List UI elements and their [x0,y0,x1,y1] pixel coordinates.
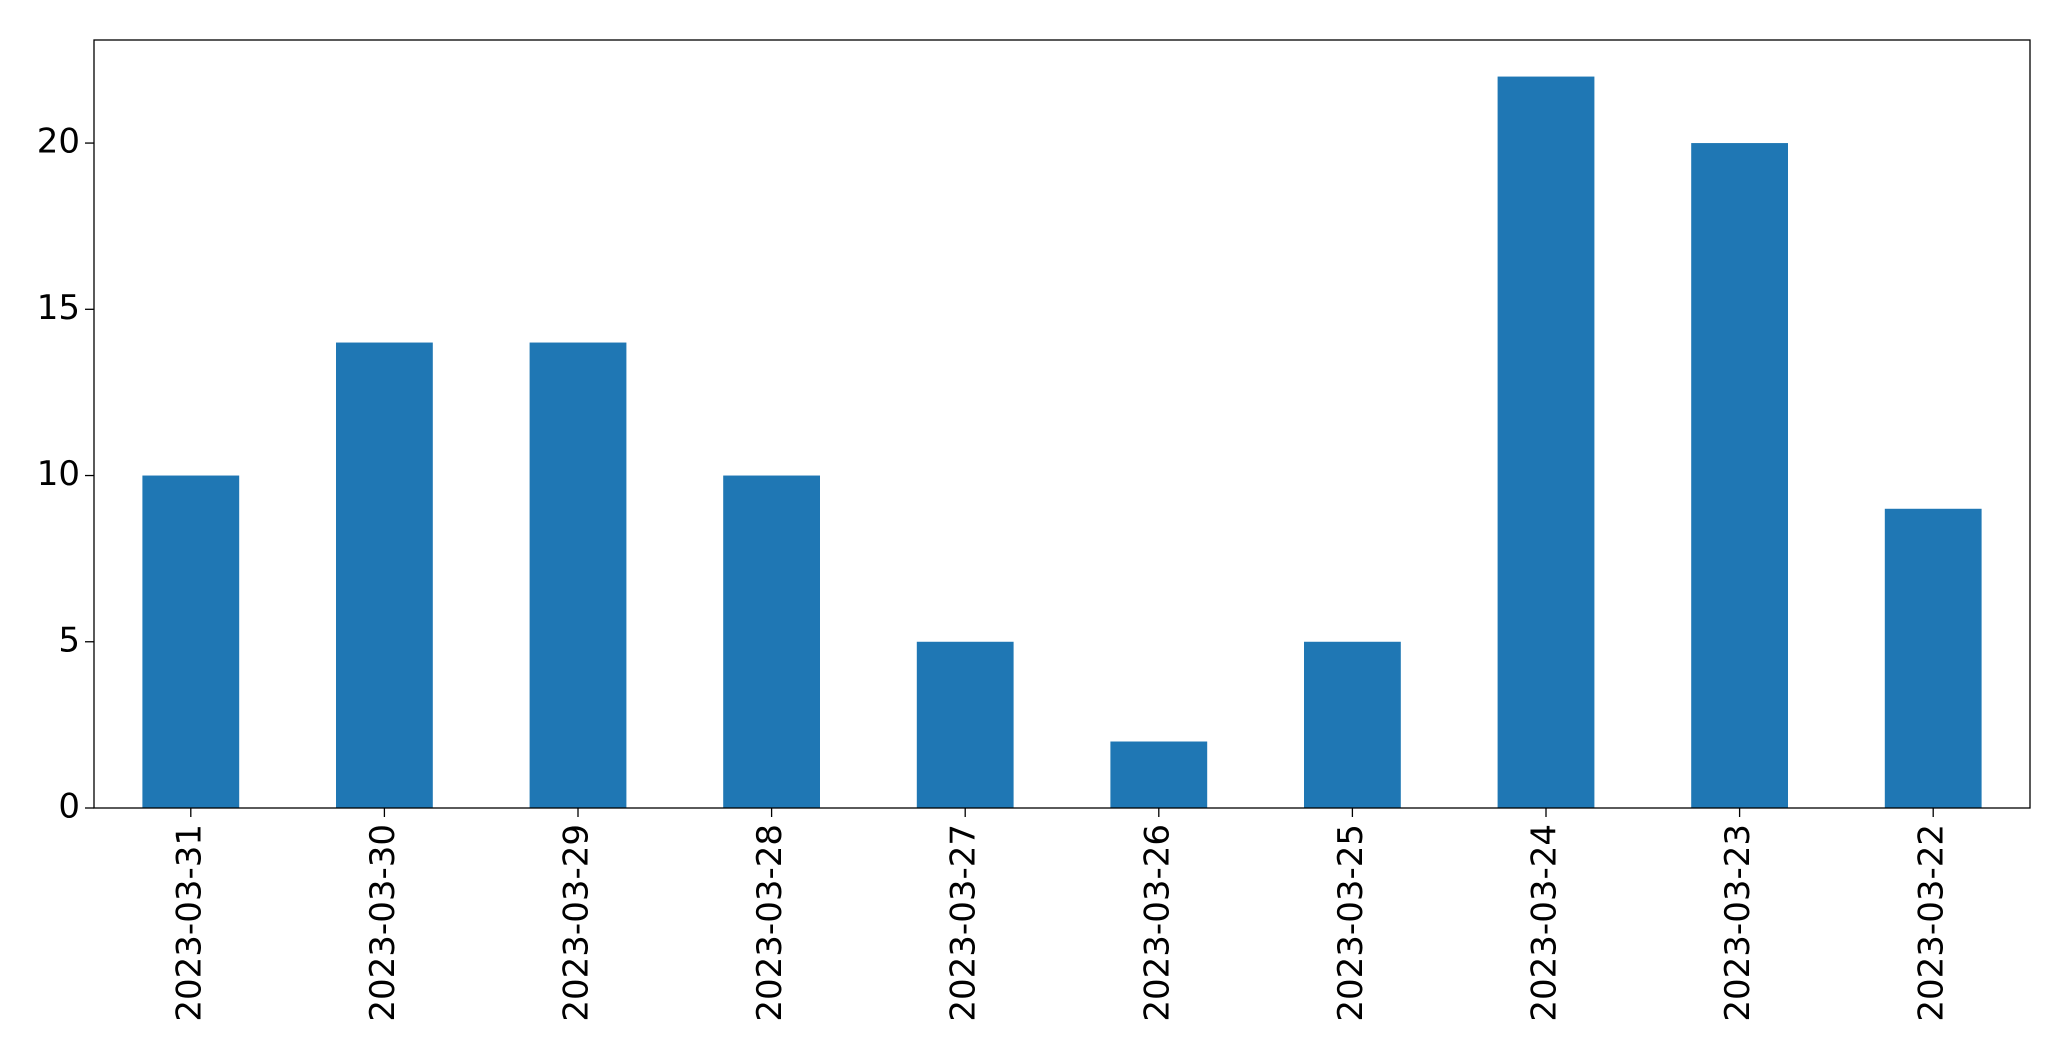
y-tick-label: 10 [37,454,80,494]
bar [916,641,1014,808]
bar [529,342,627,808]
bar [1110,741,1208,808]
y-tick-label: 0 [58,787,80,827]
x-tick-label: 2023-03-25 [1331,824,1371,1022]
y-tick-label: 20 [37,122,80,162]
bar [1497,76,1595,809]
x-tick-label: 2023-03-31 [169,824,209,1022]
bar [142,475,240,808]
x-tick-label: 2023-03-28 [750,824,790,1022]
bar [1884,508,1982,808]
x-tick-label: 2023-03-29 [557,824,597,1022]
plot-frame [93,39,2031,809]
y-tick-label: 5 [58,620,80,660]
x-tick-label: 2023-03-22 [1912,824,1952,1022]
x-tick-label: 2023-03-23 [1718,824,1758,1022]
bar [1304,641,1401,808]
bar [723,475,820,808]
x-tick-label: 2023-03-26 [1137,824,1177,1022]
bar [1691,143,1788,808]
y-tick-label: 15 [37,288,80,328]
x-tick-label: 2023-03-27 [944,824,984,1022]
bar [336,342,433,808]
x-tick-label: 2023-03-24 [1525,824,1565,1022]
x-tick-label: 2023-03-30 [363,824,403,1022]
